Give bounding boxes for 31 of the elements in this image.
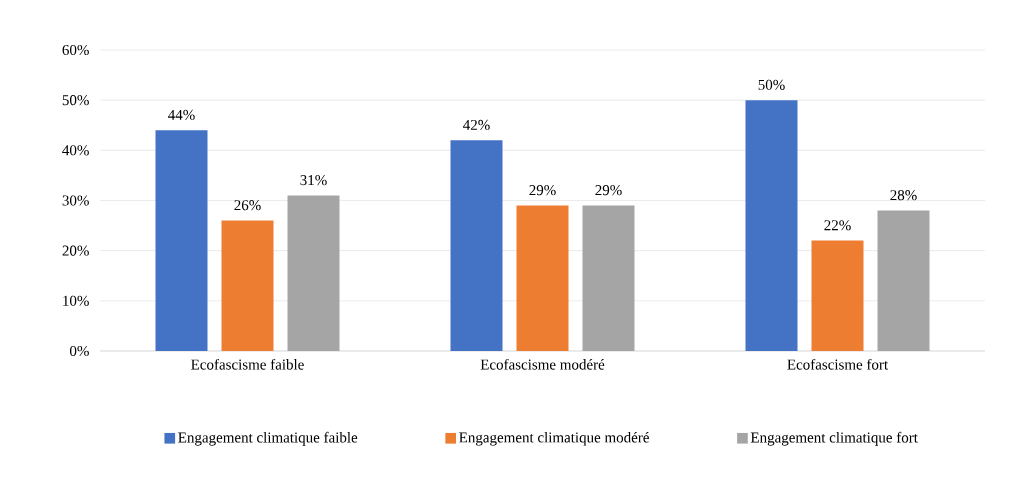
y-tick-label: 30% bbox=[62, 195, 89, 206]
data-label: 50% bbox=[758, 79, 785, 90]
bar bbox=[745, 100, 798, 351]
data-label: 44% bbox=[168, 109, 195, 120]
bar bbox=[287, 195, 340, 351]
y-tick-label: 10% bbox=[63, 295, 89, 306]
y-tick-label: 60% bbox=[62, 44, 89, 56]
bar bbox=[877, 210, 930, 351]
legend-label: Engagement climatique faible bbox=[178, 431, 358, 446]
bar bbox=[155, 130, 208, 351]
bar bbox=[582, 205, 635, 351]
y-tick-label: 20% bbox=[62, 245, 89, 256]
data-label: 22% bbox=[824, 220, 851, 231]
y-tick-label: 0% bbox=[69, 345, 89, 357]
data-label: 31% bbox=[300, 175, 327, 186]
legend-label: Engagement climatique modéré bbox=[459, 431, 649, 446]
data-label: 28% bbox=[890, 190, 917, 201]
y-tick-label: 40% bbox=[62, 145, 89, 156]
bar bbox=[221, 220, 274, 351]
x-tick-label: Ecofascisme faible bbox=[191, 358, 304, 370]
bar bbox=[450, 140, 503, 351]
data-label: 29% bbox=[595, 185, 622, 196]
bar bbox=[516, 205, 569, 351]
y-tick-label: 50% bbox=[62, 95, 89, 106]
data-label: 42% bbox=[463, 119, 490, 131]
data-label: 26% bbox=[234, 200, 261, 211]
bar bbox=[811, 240, 864, 351]
x-tick-label: Ecofascisme fort bbox=[787, 358, 889, 370]
data-label: 29% bbox=[529, 185, 556, 196]
x-tick-label: Ecofascisme modéré bbox=[480, 358, 605, 370]
legend-label: Engagement climatique fort bbox=[750, 431, 918, 446]
